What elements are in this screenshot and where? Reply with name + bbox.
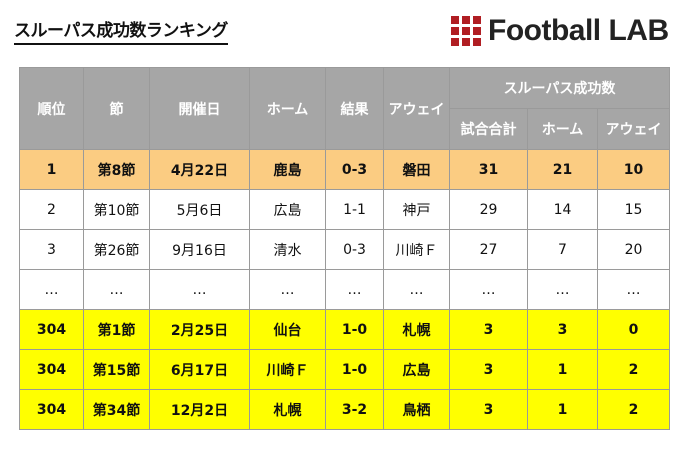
cell-away-count: … — [597, 269, 670, 310]
cell-round: 第34節 — [83, 389, 150, 430]
cell-date: … — [149, 269, 250, 310]
cell-away: 札幌 — [383, 309, 450, 350]
cell-home: 鹿島 — [249, 149, 326, 190]
table-row: 2 第10節 5月6日 広島 1-1 神戸 29 14 15 — [19, 189, 670, 230]
table-row: ……………………… — [19, 269, 670, 310]
table-row: 304 第15節 6月17日 川崎Ｆ 1-0 広島 3 1 2 — [19, 349, 670, 390]
cell-home: 広島 — [249, 189, 326, 230]
cell-round: 第26節 — [83, 229, 150, 270]
cell-away-count: 15 — [597, 189, 670, 230]
cell-date: 6月17日 — [149, 349, 250, 390]
cell-away: 磐田 — [383, 149, 450, 190]
cell-away-count: 10 — [597, 149, 670, 190]
cell-total: 27 — [449, 229, 528, 270]
header-round: 節 — [83, 67, 150, 150]
header-date: 開催日 — [149, 67, 250, 150]
cell-result: 0-3 — [325, 149, 384, 190]
cell-round: 第15節 — [83, 349, 150, 390]
cell-result: 1-1 — [325, 189, 384, 230]
header-home-count: ホーム — [527, 108, 598, 150]
header-away: アウェイ — [383, 67, 450, 150]
cell-home-count: … — [527, 269, 598, 310]
cell-home-count: 14 — [527, 189, 598, 230]
cell-rank: 3 — [19, 229, 84, 270]
cell-total: … — [449, 269, 528, 310]
football-lab-logo: Football LAB — [451, 13, 669, 49]
cell-home: 川崎Ｆ — [249, 349, 326, 390]
cell-rank: 1 — [19, 149, 84, 190]
cell-home-count: 21 — [527, 149, 598, 190]
header-rank: 順位 — [19, 67, 84, 150]
cell-home-count: 1 — [527, 389, 598, 430]
header-result: 結果 — [325, 67, 384, 150]
cell-home-count: 3 — [527, 309, 598, 350]
cell-result: 1-0 — [325, 309, 384, 350]
cell-round: 第1節 — [83, 309, 150, 350]
ranking-table: 順位 節 開催日 ホーム 結果 アウェイ スルーパス成功数 試合合計 ホーム ア… — [19, 67, 670, 430]
cell-rank: 304 — [19, 309, 84, 350]
cell-away-count: 0 — [597, 309, 670, 350]
cell-home: 札幌 — [249, 389, 326, 430]
cell-date: 4月22日 — [149, 149, 250, 190]
ranking-table-body: 1 第8節 4月22日 鹿島 0-3 磐田 31 21 10 2 第10節 5月6日 広島 1-1 神戸 29… — [19, 149, 670, 430]
logo-grid-icon — [451, 16, 481, 46]
cell-round: … — [83, 269, 150, 310]
cell-home: 仙台 — [249, 309, 326, 350]
page-title: スルーパス成功数ランキング — [14, 20, 228, 45]
cell-date: 9月16日 — [149, 229, 250, 270]
cell-total: 3 — [449, 349, 528, 390]
cell-rank: 304 — [19, 389, 84, 430]
cell-away-count: 20 — [597, 229, 670, 270]
header-home: ホーム — [249, 67, 326, 150]
table-row: 3 第26節 9月16日 清水 0-3 川崎Ｆ 27 7 20 — [19, 229, 670, 270]
cell-home-count: 7 — [527, 229, 598, 270]
cell-rank: 304 — [19, 349, 84, 390]
cell-away: 広島 — [383, 349, 450, 390]
cell-away-count: 2 — [597, 349, 670, 390]
cell-home-count: 1 — [527, 349, 598, 390]
table-row: 304 第1節 2月25日 仙台 1-0 札幌 3 3 0 — [19, 309, 670, 350]
table-row: 1 第8節 4月22日 鹿島 0-3 磐田 31 21 10 — [19, 149, 670, 190]
cell-round: 第10節 — [83, 189, 150, 230]
table-row: 304 第34節 12月2日 札幌 3-2 鳥栖 3 1 2 — [19, 389, 670, 430]
cell-away-count: 2 — [597, 389, 670, 430]
cell-result: … — [325, 269, 384, 310]
cell-round: 第8節 — [83, 149, 150, 190]
cell-total: 3 — [449, 389, 528, 430]
cell-home: 清水 — [249, 229, 326, 270]
header-total: 試合合計 — [449, 108, 528, 150]
cell-result: 3-2 — [325, 389, 384, 430]
cell-home: … — [249, 269, 326, 310]
cell-rank: … — [19, 269, 84, 310]
cell-away: 鳥栖 — [383, 389, 450, 430]
cell-result: 0-3 — [325, 229, 384, 270]
header-away-count: アウェイ — [597, 108, 670, 150]
cell-away: 川崎Ｆ — [383, 229, 450, 270]
header-through-pass-group: スルーパス成功数 — [449, 67, 670, 109]
logo-text: Football LAB — [488, 14, 669, 47]
cell-away: 神戸 — [383, 189, 450, 230]
cell-total: 3 — [449, 309, 528, 350]
cell-date: 2月25日 — [149, 309, 250, 350]
cell-away: … — [383, 269, 450, 310]
cell-total: 31 — [449, 149, 528, 190]
cell-date: 12月2日 — [149, 389, 250, 430]
cell-date: 5月6日 — [149, 189, 250, 230]
cell-total: 29 — [449, 189, 528, 230]
cell-result: 1-0 — [325, 349, 384, 390]
cell-rank: 2 — [19, 189, 84, 230]
